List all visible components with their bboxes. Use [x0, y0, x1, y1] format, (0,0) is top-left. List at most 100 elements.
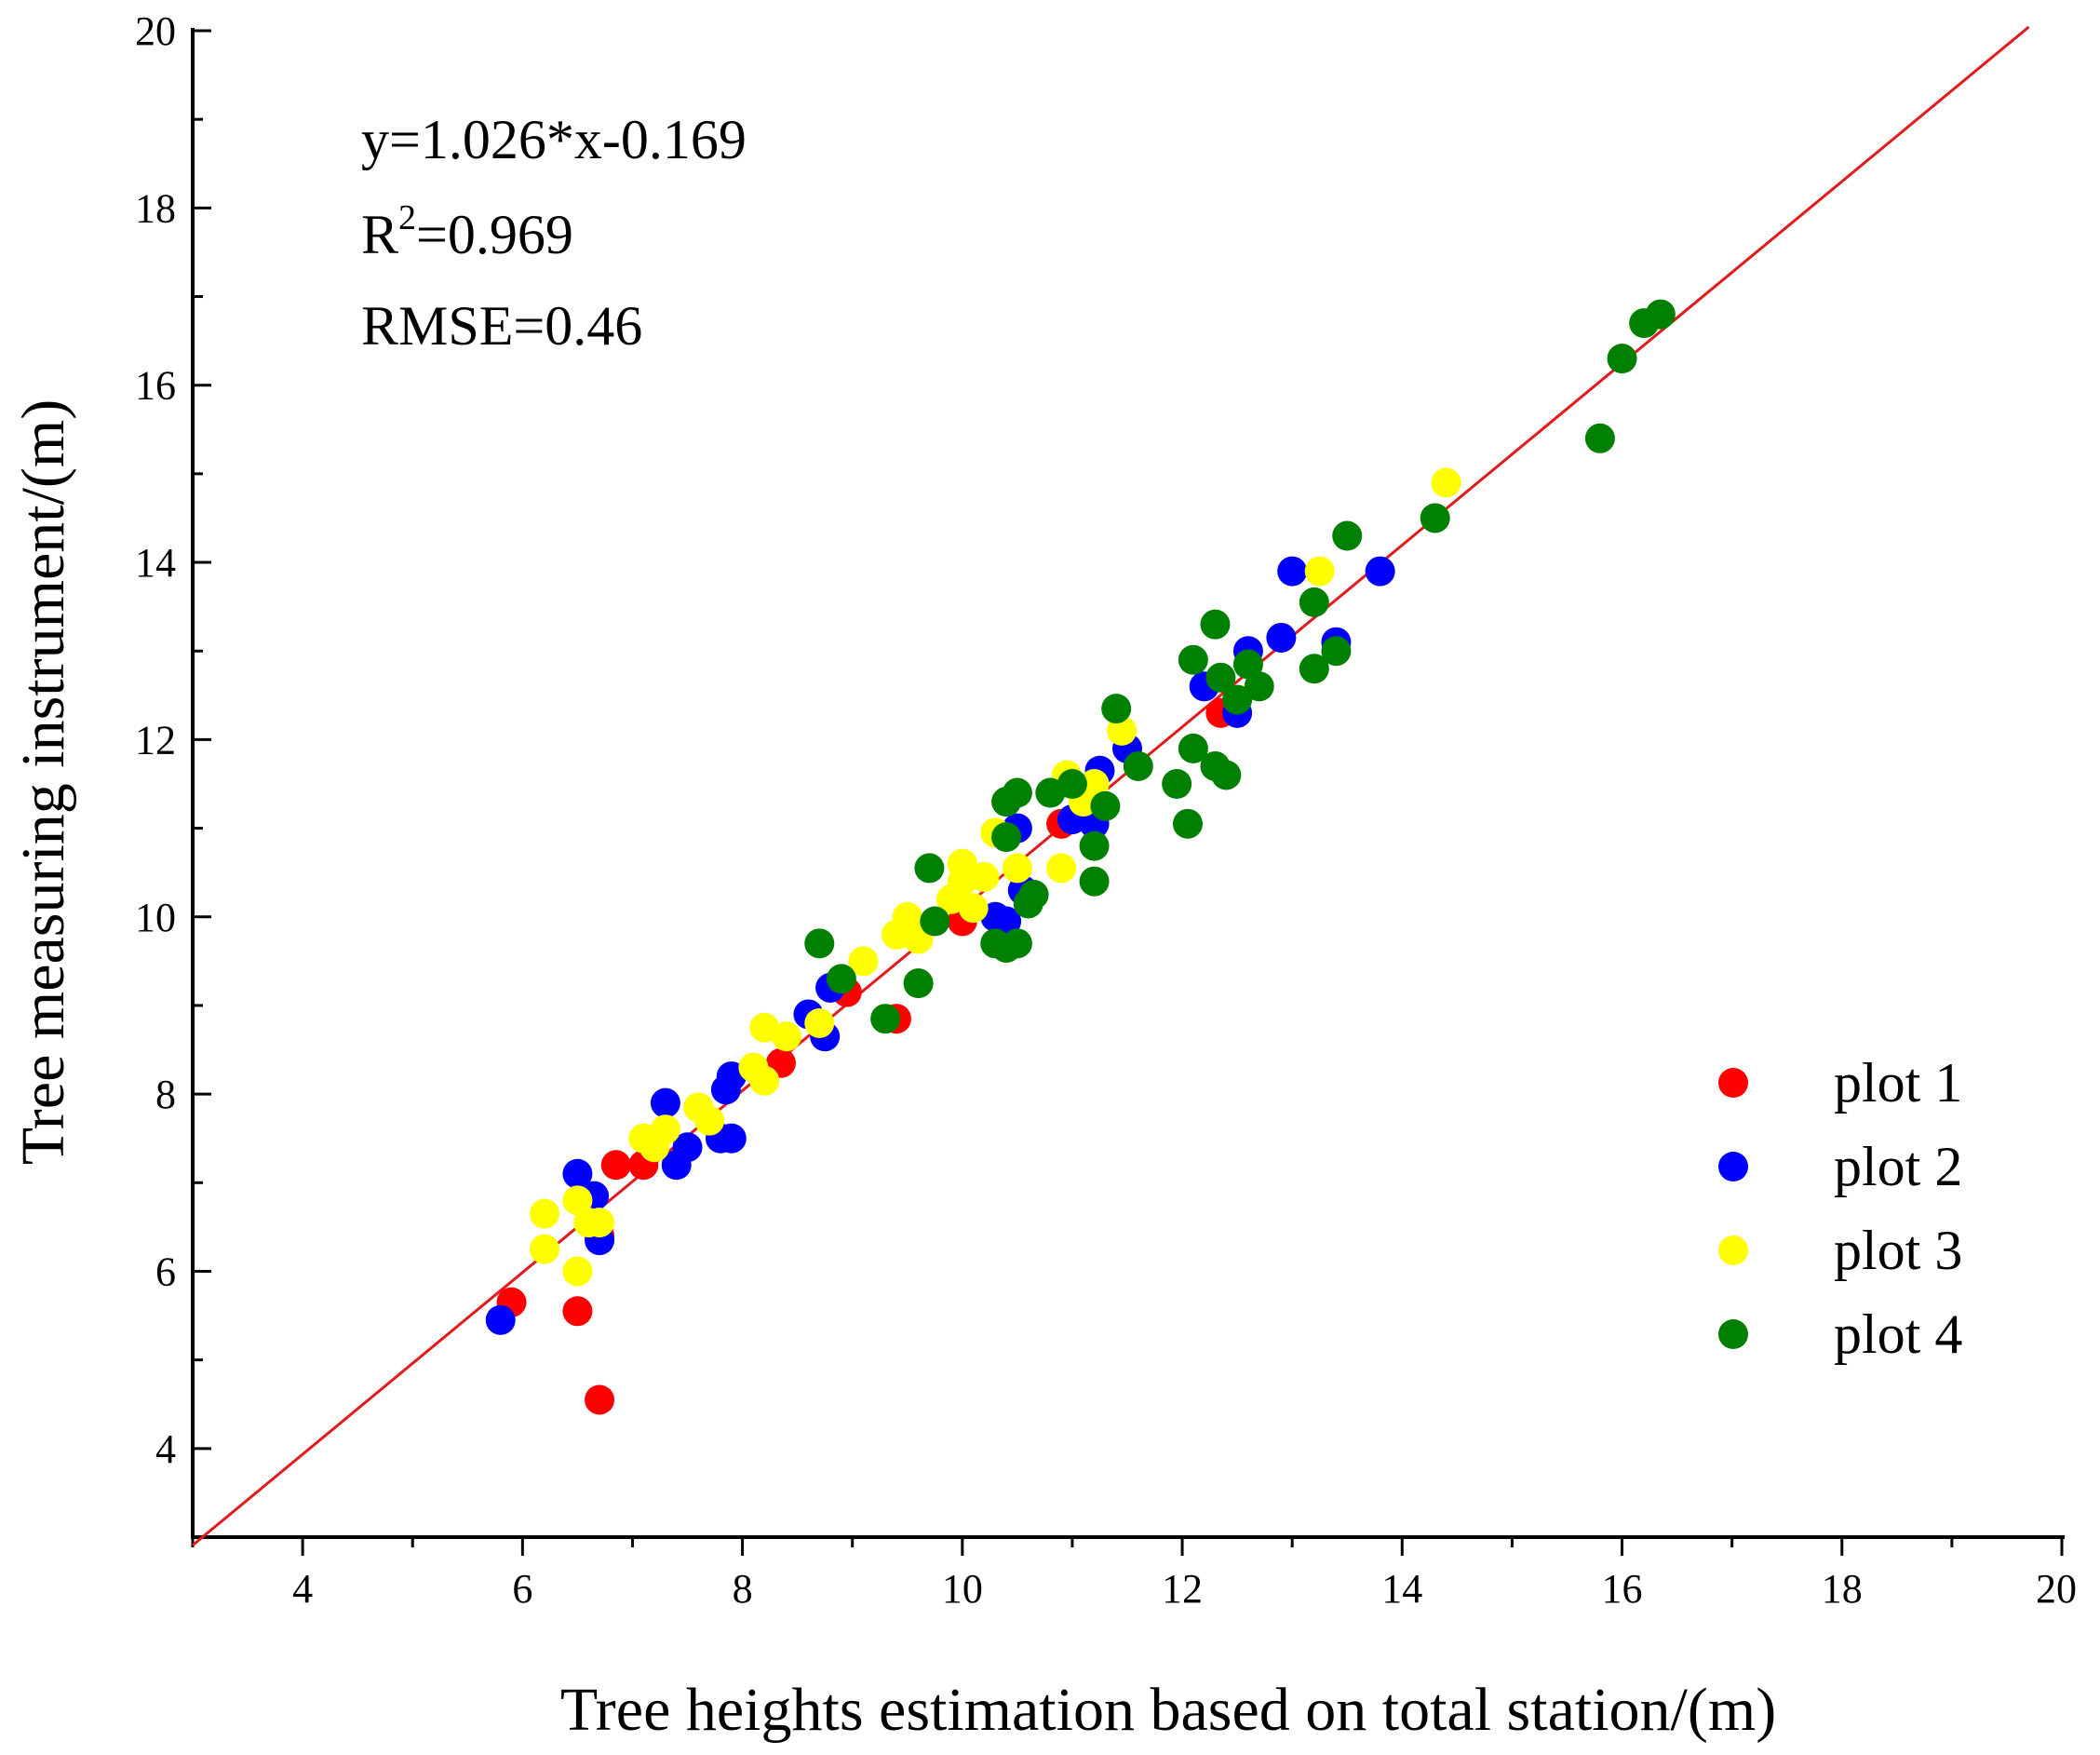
axes-frame	[191, 28, 2065, 1539]
data-point	[562, 1296, 593, 1327]
legend-label: plot 3	[1834, 1220, 1962, 1281]
x-tick-label: 8	[733, 1566, 753, 1612]
data-point	[1299, 654, 1329, 684]
data-point	[1321, 636, 1352, 667]
x-tick-labels: 4 6 8 10 12 14 16 18 20	[292, 1566, 2077, 1612]
y-tick-labels: 4 6 8 10 12 14 16 18 20	[135, 8, 176, 1472]
data-point	[1178, 733, 1208, 763]
legend-marker	[1718, 1068, 1748, 1098]
series-4-points	[804, 299, 1676, 1034]
regression-line	[192, 25, 2030, 1546]
y-tick-label: 16	[135, 363, 176, 409]
legend-label: plot 1	[1834, 1052, 1962, 1114]
data-point	[991, 822, 1022, 853]
data-point	[1090, 790, 1121, 821]
data-point	[1057, 769, 1087, 799]
data-point	[958, 893, 989, 924]
data-point	[1277, 556, 1308, 587]
legend-marker	[1718, 1235, 1748, 1265]
data-point	[903, 968, 934, 999]
data-point	[749, 1065, 780, 1096]
data-point	[716, 1123, 747, 1154]
data-point	[1299, 587, 1329, 617]
stats-annotation: y=1.026*x-0.169 R2=0.969 RMSE=0.46	[361, 109, 747, 357]
points-group	[485, 299, 1676, 1415]
data-point	[1079, 769, 1110, 799]
data-point	[1332, 520, 1363, 551]
fit-equation: y=1.026*x-0.169	[361, 109, 747, 170]
data-point	[1172, 808, 1203, 839]
data-point	[1101, 694, 1132, 724]
r-squared-prefix: R	[361, 204, 398, 265]
data-point	[1584, 423, 1615, 453]
data-point	[1222, 684, 1253, 715]
data-point	[804, 1007, 835, 1038]
data-point	[1178, 644, 1208, 675]
y-tick-label: 6	[155, 1249, 176, 1294]
y-axis-title: Tree measuring instrument/(m)	[9, 399, 77, 1165]
data-point	[1002, 853, 1032, 884]
data-point	[1123, 750, 1153, 781]
y-tick-label: 14	[135, 540, 176, 586]
x-tick-label: 16	[1602, 1566, 1643, 1612]
data-point	[562, 1256, 593, 1287]
data-point	[1607, 344, 1637, 374]
legend-marker	[1718, 1152, 1748, 1181]
legend-marker	[1718, 1319, 1748, 1349]
data-point	[650, 1087, 680, 1118]
data-point	[804, 928, 835, 959]
y-tick-label: 8	[155, 1072, 176, 1117]
data-point	[562, 1185, 593, 1216]
data-point	[991, 906, 1022, 937]
data-point	[694, 1105, 725, 1136]
x-tick-label: 20	[2036, 1566, 2077, 1612]
y-tick-label: 12	[135, 717, 176, 763]
data-point	[1002, 777, 1032, 808]
x-axis-title: Tree heights estimation based on total s…	[560, 1676, 1776, 1744]
x-tick-label: 6	[512, 1566, 532, 1612]
data-point	[600, 1150, 631, 1181]
x-tick-label: 18	[1822, 1566, 1863, 1612]
data-point	[650, 1114, 680, 1145]
x-tick-label: 12	[1162, 1566, 1203, 1612]
data-point	[1018, 879, 1049, 910]
data-point	[892, 901, 922, 932]
data-point	[1200, 609, 1231, 640]
y-tick-label: 4	[155, 1426, 176, 1472]
data-point	[1079, 866, 1110, 897]
y-tick-label: 10	[135, 895, 176, 940]
data-point	[672, 1132, 703, 1163]
data-point	[1244, 671, 1274, 702]
data-point	[1232, 649, 1263, 680]
data-point	[1431, 467, 1461, 498]
fit-line-group	[192, 25, 2030, 1546]
data-point	[920, 906, 950, 937]
data-point	[1211, 760, 1242, 790]
data-point	[848, 946, 879, 977]
data-point	[1266, 622, 1297, 653]
data-point	[529, 1234, 559, 1264]
x-tick-label: 14	[1381, 1566, 1422, 1612]
data-point	[914, 853, 945, 884]
legend: plot 1 plot 2 plot 3 plot 4	[1718, 1052, 1962, 1365]
data-point	[562, 1158, 593, 1189]
legend-label: plot 4	[1834, 1303, 1962, 1365]
data-point	[1205, 662, 1236, 693]
rmse: RMSE=0.46	[361, 295, 642, 357]
r-squared-value: =0.969	[416, 204, 573, 265]
r-squared: R2=0.969	[361, 198, 573, 265]
y-ticks	[193, 29, 211, 1539]
data-point	[771, 1021, 801, 1052]
data-point	[485, 1304, 516, 1335]
legend-label: plot 2	[1834, 1136, 1962, 1197]
data-point	[1645, 299, 1676, 330]
data-point	[969, 861, 1000, 892]
r-squared-superscript: 2	[398, 198, 416, 237]
x-ticks	[191, 1537, 2064, 1556]
data-point	[1365, 556, 1395, 587]
data-point	[870, 1004, 901, 1034]
series-3-points	[529, 467, 1461, 1287]
data-point	[1304, 556, 1335, 587]
data-point	[1079, 830, 1110, 861]
